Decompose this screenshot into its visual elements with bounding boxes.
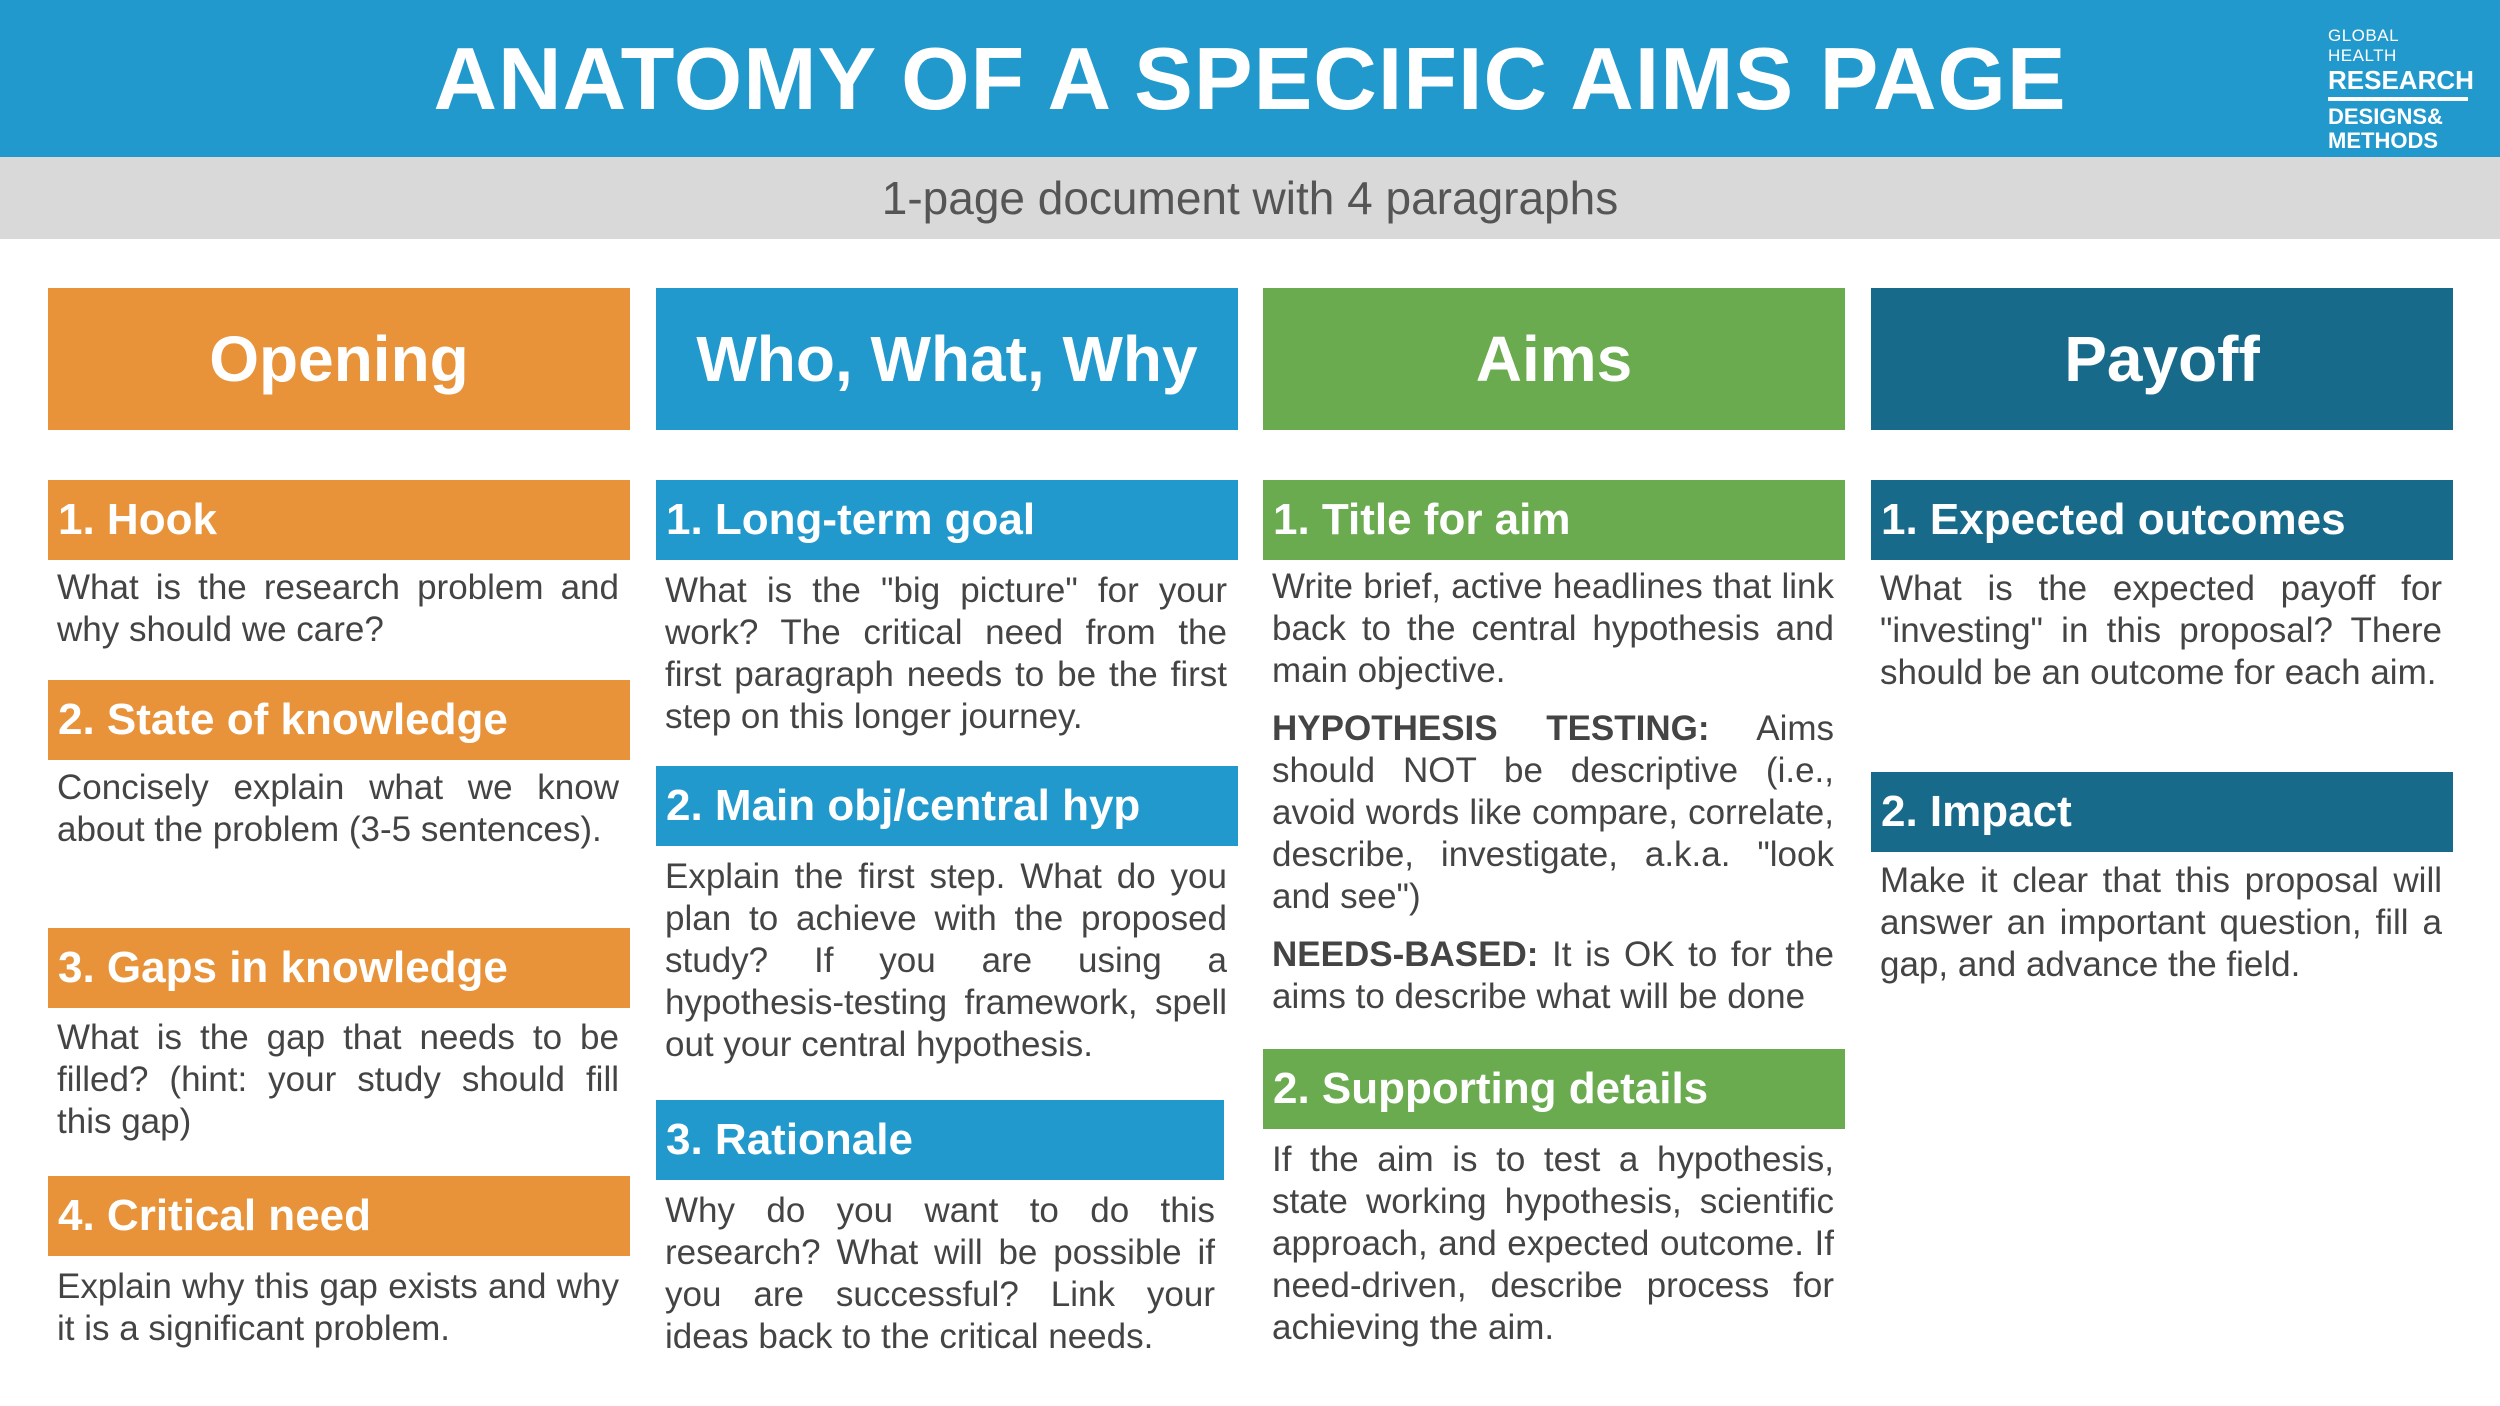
- needs-based-text: NEEDS-BASED: It is OK to for the aims to…: [1272, 934, 1834, 1018]
- section-text-expected-outcomes: What is the expected payoff for "investi…: [1880, 568, 2442, 710]
- rationale-text: Why do you want to do this research? Wha…: [665, 1191, 1215, 1356]
- supporting-details-text: If the aim is to test a hypothesis, stat…: [1272, 1140, 1834, 1347]
- section-text-gaps-in-knowledge: What is the gap that needs to be filled?…: [57, 1017, 619, 1159]
- section-heading-gaps-in-knowledge: 3. Gaps in knowledge: [48, 928, 630, 1008]
- hook-text: What is the research problem and why sho…: [57, 568, 619, 649]
- section-text-impact: Make it clear that this proposal will an…: [1880, 860, 2442, 1002]
- page-subtitle: 1-page document with 4 paragraphs: [881, 172, 1619, 224]
- section-text-state-of-knowledge: Concisely explain what we know about the…: [57, 767, 619, 867]
- long-term-goal-text: What is the "big picture" for your work?…: [665, 571, 1227, 736]
- column-heading-opening: Opening: [48, 288, 630, 430]
- section-heading-hook: 1. Hook: [48, 480, 630, 560]
- logo-divider: [2328, 97, 2468, 101]
- column-heading-who-what-why: Who, What, Why: [656, 288, 1238, 430]
- logo-line-4: METHODS: [2328, 128, 2438, 153]
- title-for-aim-text: Write brief, active headlines that link …: [1272, 567, 1834, 690]
- title-banner: [0, 0, 2500, 157]
- needs-based-label: NEEDS-BASED:: [1272, 935, 1539, 974]
- section-text-rationale: Why do you want to do this research? Wha…: [665, 1190, 1215, 1374]
- expected-outcomes-text: What is the expected payoff for "investi…: [1880, 569, 2442, 692]
- column-heading-payoff: Payoff: [1871, 288, 2453, 430]
- logo: GLOBAL HEALTH RESEARCH DESIGNS& METHODS: [2328, 26, 2474, 153]
- section-text-supporting-details: If the aim is to test a hypothesis, stat…: [1272, 1139, 1834, 1365]
- section-heading-state-of-knowledge: 2. State of knowledge: [48, 680, 630, 760]
- critical-need-text: Explain why this gap exists and why it i…: [57, 1267, 619, 1348]
- column-heading-aims: Aims: [1263, 288, 1845, 430]
- state-of-knowledge-text: Concisely explain what we know about the…: [57, 768, 619, 849]
- section-heading-main-objective: 2. Main obj/central hyp: [656, 766, 1238, 846]
- logo-line-1: GLOBAL HEALTH: [2328, 26, 2399, 65]
- hypothesis-testing-text: HYPOTHESIS TESTING: Aims should NOT be d…: [1272, 708, 1834, 918]
- hypothesis-testing-description: Aims should NOT be descriptive (i.e., av…: [1272, 709, 1834, 916]
- section-heading-rationale: 3. Rationale: [656, 1100, 1224, 1180]
- section-heading-title-for-aim: 1. Title for aim: [1263, 480, 1845, 560]
- section-text-critical-need: Explain why this gap exists and why it i…: [57, 1266, 619, 1366]
- section-text-main-objective: Explain the first step. What do you plan…: [665, 856, 1227, 1082]
- subtitle-banner: [0, 157, 2500, 239]
- gaps-in-knowledge-text: What is the gap that needs to be filled?…: [57, 1018, 619, 1141]
- impact-text: Make it clear that this proposal will an…: [1880, 861, 2442, 984]
- section-text-long-term-goal: What is the "big picture" for your work?…: [665, 570, 1227, 754]
- hypothesis-testing-label: HYPOTHESIS TESTING:: [1272, 709, 1710, 748]
- section-heading-long-term-goal: 1. Long-term goal: [656, 480, 1238, 560]
- needs-based-description: It is OK to for the aims to describe wha…: [1272, 935, 1834, 1016]
- main-objective-text: Explain the first step. What do you plan…: [665, 857, 1227, 1064]
- logo-line-2: RESEARCH: [2328, 65, 2474, 95]
- section-text-title-for-aim: Write brief, active headlines that link …: [1272, 566, 1834, 1034]
- section-heading-supporting-details: 2. Supporting details: [1263, 1049, 1845, 1129]
- section-heading-expected-outcomes: 1. Expected outcomes: [1871, 480, 2453, 560]
- logo-line-3: DESIGNS&: [2328, 104, 2443, 129]
- section-heading-critical-need: 4. Critical need: [48, 1176, 630, 1256]
- section-heading-impact: 2. Impact: [1871, 772, 2453, 852]
- section-text-hook: What is the research problem and why sho…: [57, 567, 619, 667]
- page-title: ANATOMY OF A SPECIFIC AIMS PAGE: [433, 29, 2067, 128]
